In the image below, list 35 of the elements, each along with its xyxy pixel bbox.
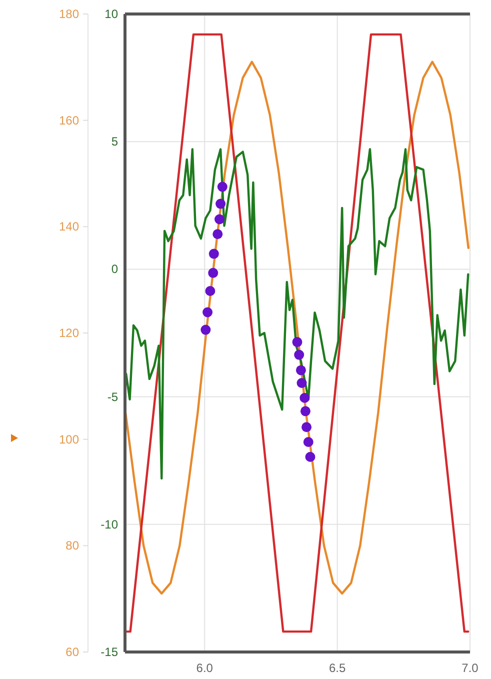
point: [214, 214, 224, 224]
point: [296, 365, 306, 376]
y2-tick-label: 140: [58, 220, 80, 234]
x-tick-label: 7.0: [462, 661, 479, 675]
point: [208, 268, 218, 278]
y-tick-label: -15: [100, 645, 118, 659]
y-tick-label: 0: [111, 262, 118, 276]
point: [200, 324, 211, 335]
point: [305, 452, 316, 462]
point: [300, 392, 310, 403]
point: [216, 198, 226, 209]
y-tick-label: -10: [100, 517, 118, 532]
y2-tick-label: 60: [66, 645, 80, 659]
y-tick-label: -5: [107, 390, 118, 404]
point: [205, 286, 216, 296]
y2-tick-label: 180: [58, 7, 80, 21]
y2-tick-label: 160: [58, 113, 80, 128]
x-tick-label: 6.0: [196, 661, 214, 675]
point: [217, 182, 228, 192]
y2-tick-label: 80: [66, 538, 80, 553]
y2-tick-label: 120: [58, 326, 80, 340]
point: [296, 378, 307, 388]
point: [208, 248, 219, 259]
y2-tick-label: 100: [58, 432, 80, 446]
point: [302, 422, 312, 432]
point: [300, 406, 310, 416]
x-tick-label: 6.5: [328, 661, 346, 675]
point: [212, 229, 223, 240]
y-tick-label: 10: [104, 7, 118, 21]
point: [303, 436, 314, 447]
y-tick-label: 5: [111, 134, 118, 149]
point: [294, 350, 304, 360]
line-series: [125, 148, 470, 480]
point: [202, 307, 213, 318]
point: [292, 337, 302, 348]
